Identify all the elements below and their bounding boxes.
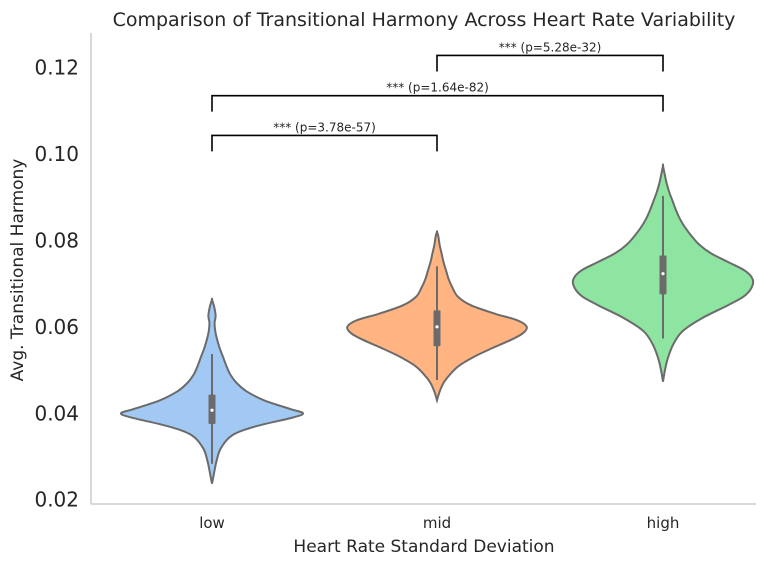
x-tick-label: high (647, 514, 680, 532)
significance-bracket-low-high: *** (p=1.64e-82) (211, 81, 664, 112)
significance-label: *** (p=1.64e-82) (386, 81, 489, 95)
axes (90, 33, 756, 505)
bracket-line (211, 134, 438, 152)
violin-low (119, 297, 305, 484)
significance-label: *** (p=5.28e-32) (499, 40, 602, 54)
y-tick-label: 0.04 (34, 401, 79, 425)
y-tick-label: 0.08 (34, 228, 79, 252)
violin-high (571, 163, 755, 382)
significance-label: *** (p=3.78e-57) (273, 120, 376, 134)
x-tick-labels: low mid high (199, 514, 679, 532)
bracket-line (211, 94, 664, 112)
violin-median-low (210, 408, 214, 412)
y-tick-label: 0.10 (34, 142, 79, 166)
y-tick-label: 0.02 (34, 488, 79, 512)
y-tick-label: 0.06 (34, 315, 79, 339)
x-axis-label: Heart Rate Standard Deviation (293, 537, 554, 557)
y-axis-label: Avg. Transitional Harmony (8, 159, 28, 382)
chart-title: Comparison of Transitional Harmony Acros… (113, 9, 736, 31)
violin-mid (346, 230, 528, 404)
x-tick-label: low (199, 514, 225, 532)
x-tick-label: mid (423, 514, 451, 532)
violins (119, 163, 755, 484)
significance-bracket-mid-high: *** (p=5.28e-32) (436, 40, 664, 72)
significance-bracket-low-mid: *** (p=3.78e-57) (211, 120, 438, 152)
y-tick-labels: 0.02 0.04 0.06 0.08 0.10 0.12 (34, 56, 79, 512)
y-tick-label: 0.12 (34, 56, 79, 80)
significance-annotations: *** (p=3.78e-57) *** (p=1.64e-82) *** (p=5… (211, 40, 664, 152)
violin-median-mid (435, 325, 439, 329)
violin-median-high (661, 272, 665, 276)
bracket-line (436, 54, 664, 72)
